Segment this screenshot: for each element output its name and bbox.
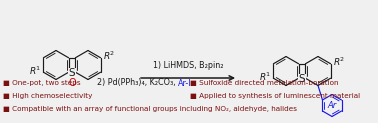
Text: Ar-I: Ar-I	[178, 78, 192, 87]
Text: ■ Compatible with an array of functional groups including NO₂, aldehyde, halides: ■ Compatible with an array of functional…	[3, 106, 297, 112]
Text: S: S	[69, 68, 75, 78]
Text: 2) Pd(PPh₃)₄, K₂CO₃,: 2) Pd(PPh₃)₄, K₂CO₃,	[97, 78, 178, 87]
Text: $R^1$: $R^1$	[259, 71, 271, 83]
Text: ■ High chemoselectivity: ■ High chemoselectivity	[3, 93, 92, 99]
Text: Ar: Ar	[327, 101, 337, 110]
Text: $R^1$: $R^1$	[29, 65, 42, 77]
Text: 2) Pd(PPh₃)₄, K₂CO₃, Ar-I: 2) Pd(PPh₃)₄, K₂CO₃, Ar-I	[140, 78, 234, 87]
Text: 1) LiHMDS, B₂pin₂: 1) LiHMDS, B₂pin₂	[153, 62, 223, 70]
Text: $R^2$: $R^2$	[333, 56, 345, 69]
Text: O: O	[68, 78, 76, 88]
Text: S: S	[299, 74, 305, 84]
Text: ■ Applied to synthesis of luminescent material: ■ Applied to synthesis of luminescent ma…	[190, 93, 360, 99]
Text: ■ One-pot, two steps: ■ One-pot, two steps	[3, 80, 81, 86]
Text: $R^2$: $R^2$	[102, 50, 115, 62]
Text: ■ Sulfoxide directed metalation-boration: ■ Sulfoxide directed metalation-boration	[190, 80, 339, 86]
